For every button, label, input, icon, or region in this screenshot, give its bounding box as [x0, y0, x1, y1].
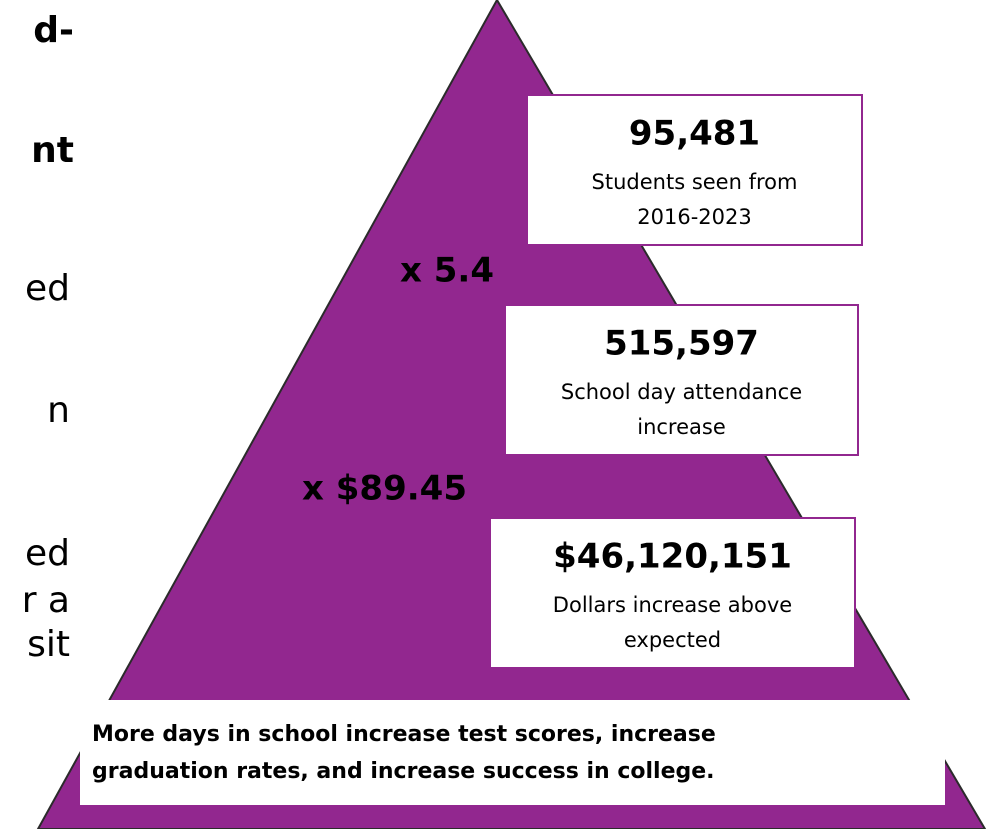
- multiplier: x $89.45: [302, 469, 467, 509]
- text-fragment: r a: [22, 580, 70, 621]
- text-fragment: sit: [27, 624, 70, 665]
- level-box: [504, 304, 859, 456]
- level-caption: Dollars increase above: [553, 593, 792, 617]
- multiplier: x 5.4: [400, 251, 494, 291]
- text-fragment: n: [47, 390, 70, 431]
- level-value: 95,481: [629, 114, 760, 154]
- footer-line: graduation rates, and increase success i…: [92, 759, 715, 784]
- footer-box: [80, 700, 945, 805]
- level-caption: increase: [637, 415, 726, 439]
- text-fragment: ed: [25, 533, 70, 574]
- level-box: [526, 94, 863, 246]
- content: 95,481 Students seen from 2016-2023 515,597…: [92, 114, 802, 785]
- footer-line: More days in school increase test scores…: [92, 722, 716, 747]
- text-fragment: nt: [31, 130, 74, 171]
- level-caption: Students seen from: [592, 170, 798, 194]
- level-value: $46,120,151: [553, 537, 792, 577]
- level-value: 515,597: [604, 324, 759, 364]
- text-fragment: ed: [25, 268, 70, 309]
- level-caption: expected: [624, 628, 721, 652]
- level-caption: 2016-2023: [637, 205, 751, 229]
- level-box: [489, 517, 856, 669]
- text-fragment: d-: [33, 10, 74, 51]
- level-caption: School day attendance: [561, 380, 802, 404]
